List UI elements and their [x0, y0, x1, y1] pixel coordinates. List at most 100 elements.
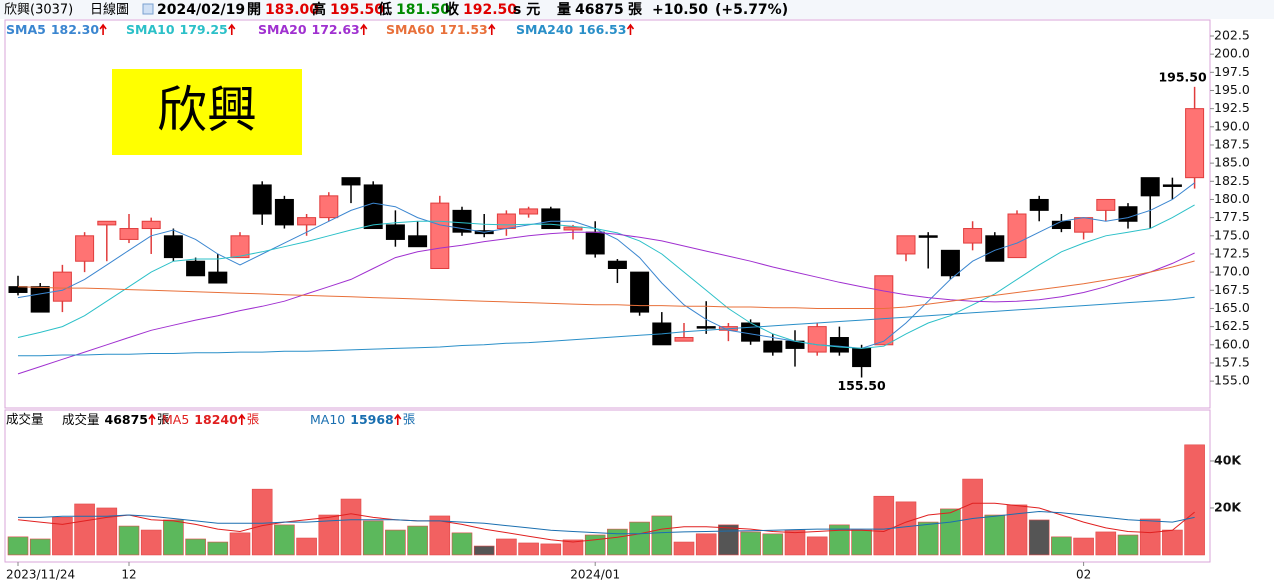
- up-arrow: [360, 23, 368, 35]
- ma-line: [18, 296, 1195, 357]
- legend-entry: MA10 15968: [310, 412, 394, 427]
- volume-bar: [207, 541, 229, 556]
- candle-body: [696, 326, 716, 329]
- volume-bar: [1162, 529, 1183, 556]
- change-pct: (+5.77%): [715, 2, 788, 18]
- candle-body: [341, 177, 361, 186]
- up-arrow: [238, 413, 246, 425]
- candle-body: [430, 202, 450, 269]
- high-value: 195.50: [330, 2, 384, 18]
- y-tick-label: 200.0: [1214, 46, 1250, 61]
- candle-body: [630, 271, 650, 313]
- legend-entry: SMA10 179.25: [126, 22, 228, 37]
- candle-body: [496, 213, 516, 230]
- volume-bar: [762, 533, 784, 556]
- legend-value: 46875: [105, 412, 149, 427]
- price-panel: [4, 19, 1211, 409]
- volume-bar: [940, 508, 961, 556]
- legend-name: SMA20: [258, 22, 307, 37]
- volume-bar: [562, 539, 584, 556]
- low-label: 低: [377, 1, 392, 18]
- candle-body: [363, 184, 383, 230]
- y-tick-label: 185.0: [1214, 155, 1250, 170]
- candle-body: [52, 271, 72, 302]
- up-arrow: [394, 413, 402, 425]
- volume-bar: [1006, 504, 1028, 556]
- x-tick-label: 2024/01: [570, 568, 620, 582]
- volume-bar: [340, 498, 362, 556]
- candle-body: [1007, 213, 1027, 259]
- y-tick-label: 187.5: [1214, 136, 1250, 151]
- candle-body: [452, 209, 472, 233]
- volume-bar: [1184, 444, 1205, 556]
- legend-value: 179.25: [180, 22, 228, 37]
- period-toggle[interactable]: [142, 3, 154, 15]
- y-tick-label: 155.0: [1214, 373, 1250, 388]
- volume-bar: [851, 529, 872, 556]
- volume-bar: [518, 542, 539, 556]
- legend-unit: 張: [403, 412, 416, 427]
- volume-bar: [52, 517, 73, 556]
- volume-bar: [962, 478, 983, 556]
- volume-bar: [873, 495, 895, 556]
- ma-line: [17, 204, 1195, 349]
- candle-body: [385, 224, 405, 240]
- volume-bar: [718, 524, 739, 556]
- candle-body: [252, 184, 272, 215]
- legend-value: 15968: [350, 412, 394, 427]
- candle-body: [230, 235, 250, 259]
- ma-line: [18, 510, 1195, 535]
- candle-body: [163, 235, 183, 259]
- candle-body: [918, 235, 938, 238]
- volume-bar: [540, 543, 562, 556]
- volume-bar: [496, 538, 517, 556]
- legend-value: 166.53: [578, 22, 626, 37]
- candle-body: [1185, 108, 1205, 179]
- legend-value: 172.63: [312, 22, 360, 37]
- volume-bar: [451, 532, 473, 556]
- x-tick-label: 2023/11/24: [6, 568, 75, 582]
- volume-bar: [1139, 518, 1161, 556]
- candle-body: [141, 220, 161, 230]
- volume-panel: [4, 409, 1211, 563]
- candle-body: [1162, 184, 1182, 187]
- ma-line: [17, 260, 1195, 309]
- volume-bar: [806, 536, 828, 556]
- volume-bar: [895, 501, 917, 556]
- candle-body: [940, 249, 960, 277]
- y-tick-label: 190.0: [1214, 118, 1250, 133]
- annotation-box: [112, 69, 302, 155]
- legend-name: MA5: [162, 412, 189, 427]
- volume-bar: [607, 528, 628, 556]
- candle-body: [1029, 198, 1049, 211]
- y-tick-label: 182.5: [1214, 173, 1250, 188]
- y-tick-label: 202.5: [1214, 27, 1250, 42]
- volume-bar: [629, 521, 650, 556]
- header-bar: [0, 0, 1274, 19]
- candle-body: [208, 271, 228, 284]
- stock-name: 欣興(3037): [4, 3, 73, 18]
- low-annotation: 155.50: [837, 378, 886, 393]
- legend-value: 171.53: [440, 22, 488, 37]
- volume-bar: [229, 532, 251, 556]
- x-tick-label: 02: [1076, 568, 1091, 582]
- volume-bar: [1073, 537, 1094, 556]
- y-tick-label: 40K: [1214, 452, 1242, 467]
- volume-bar: [740, 531, 761, 556]
- candle-body: [274, 198, 294, 226]
- legend-name: MA10: [310, 412, 345, 427]
- candle-body: [297, 217, 317, 226]
- legend-entry: MA5 18240: [162, 412, 238, 427]
- candle-body: [985, 235, 1005, 262]
- volume-bar: [74, 503, 95, 556]
- y-tick-label: 195.0: [1214, 82, 1250, 97]
- change: +10.50: [652, 2, 708, 18]
- candle-body: [563, 226, 583, 231]
- low-value: 181.50: [396, 2, 450, 18]
- open-value: 183.00: [265, 2, 319, 18]
- legend-entry: SMA240 166.53: [516, 22, 626, 37]
- up-arrow: [488, 23, 496, 35]
- volume-bar: [829, 524, 850, 556]
- up-arrow: [626, 23, 635, 35]
